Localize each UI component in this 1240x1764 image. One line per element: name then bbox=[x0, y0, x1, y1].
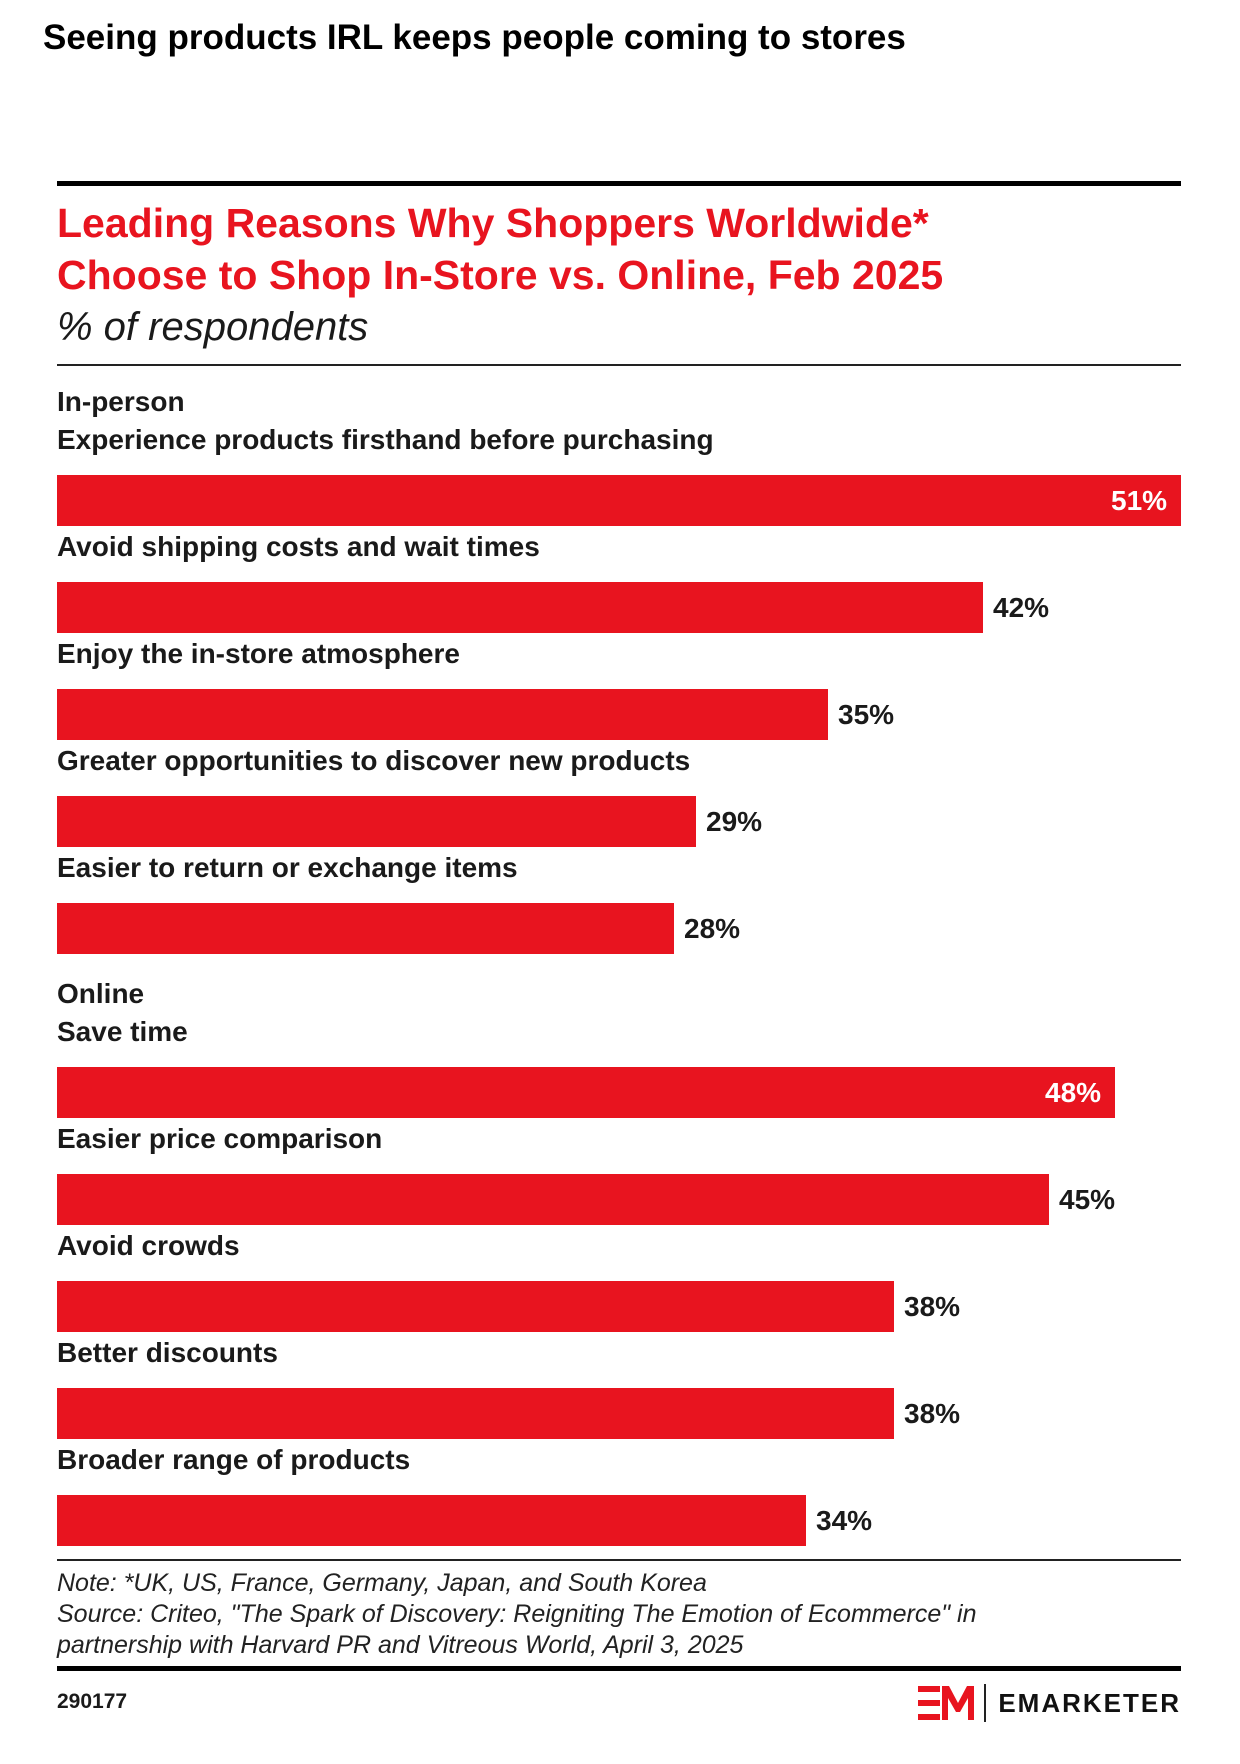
bar bbox=[57, 1495, 806, 1546]
bar-label: Broader range of products bbox=[57, 1444, 411, 1475]
bar-label: Easier to return or exchange items bbox=[57, 852, 518, 883]
bar bbox=[57, 903, 674, 954]
value-label: 38% bbox=[904, 1398, 961, 1429]
value-label: 28% bbox=[684, 913, 741, 944]
bar bbox=[57, 1388, 894, 1439]
bar-label: Save time bbox=[57, 1016, 188, 1047]
bar-label: Better discounts bbox=[57, 1337, 278, 1368]
header-divider bbox=[57, 364, 1181, 366]
value-label: 34% bbox=[816, 1505, 873, 1536]
footer-divider bbox=[57, 1559, 1181, 1561]
value-label: 42% bbox=[993, 592, 1050, 623]
bar bbox=[57, 796, 696, 847]
chart-title: Leading Reasons Why Shoppers Worldwide* … bbox=[57, 197, 943, 301]
bar bbox=[57, 1174, 1049, 1225]
note-text: Note: *UK, US, France, Germany, Japan, a… bbox=[57, 1569, 707, 1597]
page-heading: Seeing products IRL keeps people coming … bbox=[43, 18, 906, 57]
value-label: 51% bbox=[1111, 485, 1168, 516]
chart-subtitle: % of respondents bbox=[57, 305, 369, 349]
bar bbox=[57, 582, 983, 633]
chart-id: 290177 bbox=[57, 1690, 128, 1713]
source-line-1: Source: Criteo, "The Spark of Discovery:… bbox=[57, 1600, 977, 1628]
bottom-rule bbox=[57, 1666, 1181, 1671]
group-label: In-person bbox=[57, 386, 185, 417]
source-line-2: partnership with Harvard PR and Vitreous… bbox=[57, 1631, 744, 1659]
value-label: 45% bbox=[1059, 1184, 1116, 1215]
bar-label: Avoid crowds bbox=[57, 1230, 240, 1261]
value-label: 48% bbox=[1045, 1077, 1102, 1108]
value-label: 29% bbox=[706, 806, 763, 837]
top-rule bbox=[57, 181, 1181, 186]
group-label: Online bbox=[57, 978, 145, 1009]
chart-notes: Note: *UK, US, France, Germany, Japan, a… bbox=[57, 1568, 977, 1661]
bar-label: Experience products firsthand before pur… bbox=[57, 424, 714, 455]
em-logo-icon bbox=[918, 1686, 975, 1720]
chart-title-line-1: Leading Reasons Why Shoppers Worldwide* bbox=[57, 200, 929, 246]
bar-label: Easier price comparison bbox=[57, 1123, 383, 1154]
brand-logo: EMARKETER bbox=[918, 1684, 1181, 1722]
bar bbox=[57, 689, 828, 740]
brand-separator bbox=[984, 1684, 987, 1722]
bar-label: Enjoy the in-store atmosphere bbox=[57, 638, 460, 669]
value-label: 35% bbox=[838, 699, 895, 730]
chart-title-line-2: Choose to Shop In-Store vs. Online, Feb … bbox=[57, 252, 944, 298]
bar bbox=[57, 1067, 1115, 1118]
bar-label: Avoid shipping costs and wait times bbox=[57, 531, 540, 562]
brand-name: EMARKETER bbox=[998, 1687, 1181, 1718]
bar-label: Greater opportunities to discover new pr… bbox=[57, 745, 691, 776]
bar bbox=[57, 1281, 894, 1332]
value-label: 38% bbox=[904, 1291, 961, 1322]
bar bbox=[57, 475, 1181, 526]
